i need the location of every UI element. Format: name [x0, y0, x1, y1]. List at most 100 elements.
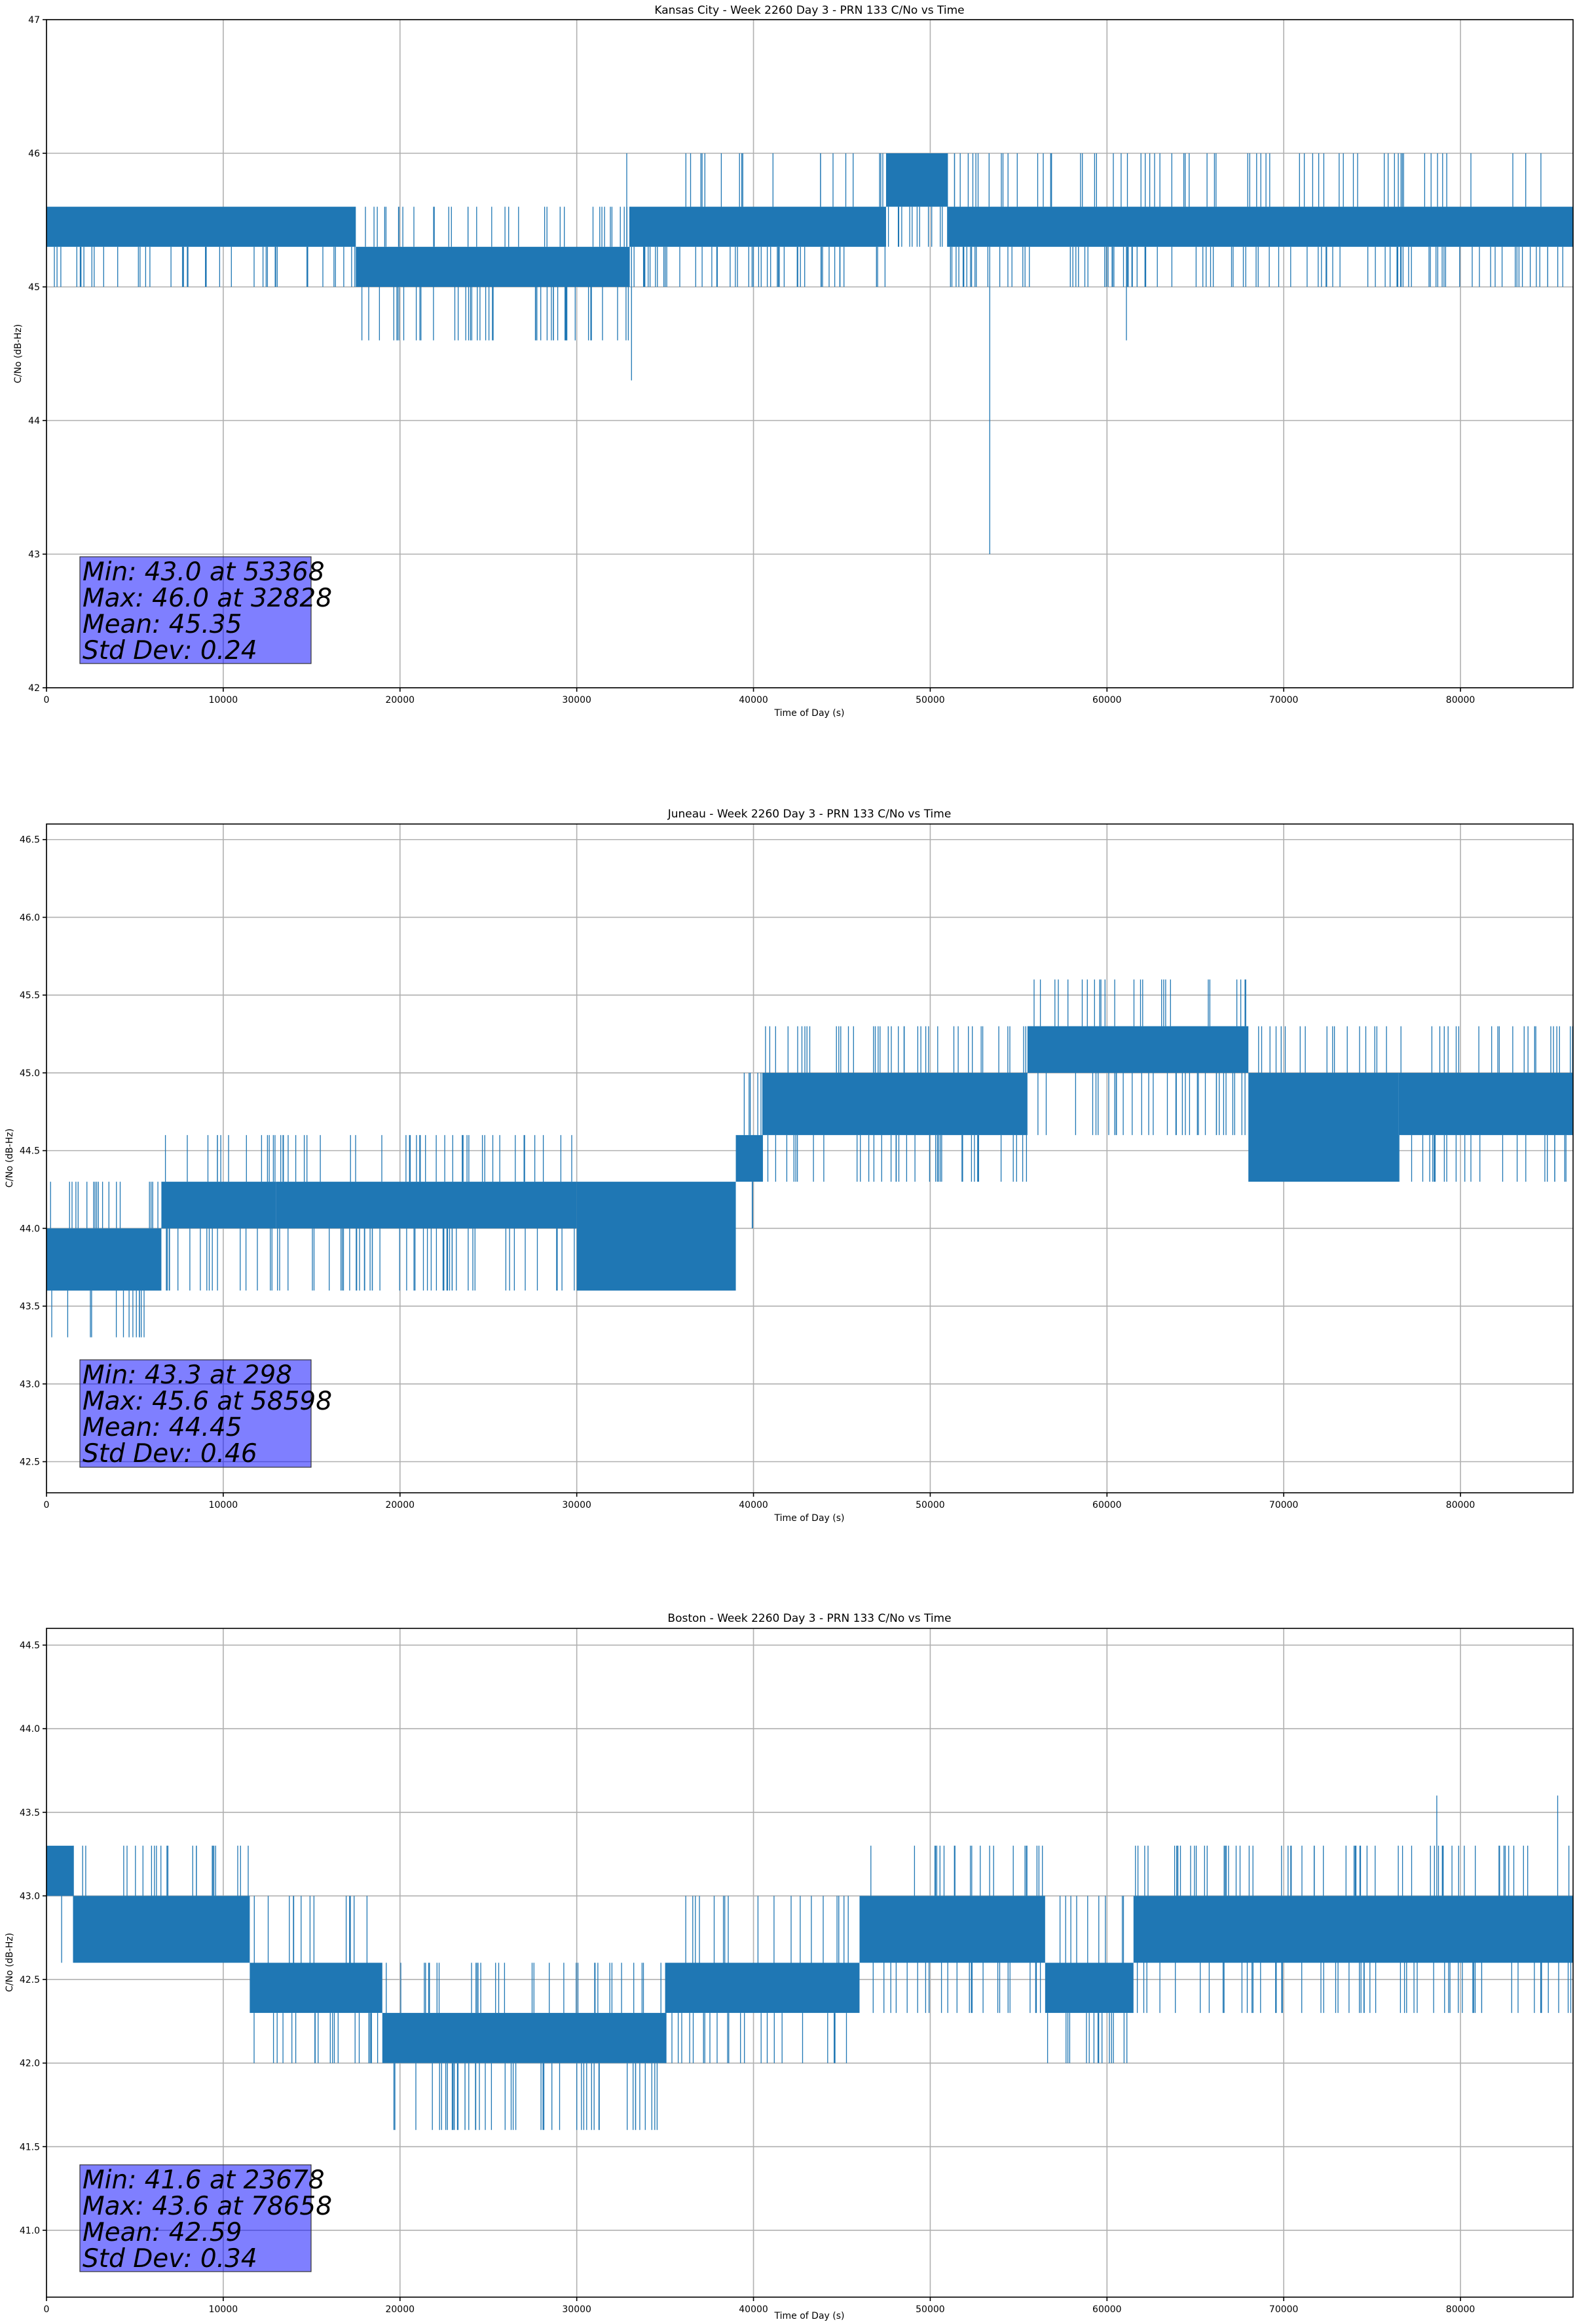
stat-std-dev: Std Dev: 0.34: [83, 2244, 257, 2274]
series-line: [61, 1795, 1572, 2130]
series-band: [46, 1845, 73, 1896]
x-tick-label: 40000: [739, 1500, 768, 1510]
series-band: [1398, 1072, 1573, 1135]
stat-min: Min: 41.6 at 23678: [83, 2165, 325, 2195]
x-tick-label: 30000: [562, 695, 591, 705]
series-line: [54, 153, 1563, 554]
stat-max: Max: 43.6 at 78658: [83, 2192, 332, 2221]
plot-area: [46, 19, 1574, 688]
x-axis-label: Time of Day (s): [774, 708, 845, 719]
series-band: [576, 1182, 736, 1291]
y-tick-label: 43.0: [20, 1379, 40, 1390]
y-tick-label: 45.0: [20, 1068, 40, 1079]
series-band: [250, 1962, 382, 2014]
y-tick-label: 46.0: [20, 912, 40, 923]
y-tick-label: 45: [28, 282, 40, 293]
boston-chart: Boston - Week 2260 Day 3 - PRN 133 C/No …: [5, 1612, 1574, 2321]
x-tick-label: 50000: [916, 695, 945, 705]
chart-title: Boston - Week 2260 Day 3 - PRN 133 C/No …: [667, 1612, 951, 1625]
x-tick-label: 20000: [385, 1500, 415, 1510]
y-tick-label: 42.5: [20, 1457, 40, 1468]
series-band: [356, 246, 630, 287]
x-tick-label: 80000: [1446, 695, 1475, 705]
y-tick-label: 43.0: [20, 1891, 40, 1902]
x-tick-label: 70000: [1269, 1500, 1299, 1510]
y-tick-label: 44.0: [20, 1724, 40, 1734]
x-tick-label: 10000: [209, 695, 238, 705]
series-band: [629, 206, 886, 247]
y-axis: 42 43 44 45 46 47: [28, 15, 46, 694]
chart-title: Kansas City - Week 2260 Day 3 - PRN 133 …: [654, 4, 964, 17]
series-band: [276, 1182, 577, 1229]
stat-max: Max: 45.6 at 58598: [83, 1387, 332, 1416]
plot-area: [46, 1628, 1574, 2298]
stat-min: Min: 43.0 at 53368: [83, 557, 325, 587]
x-axis: 0 10000 20000 30000 40000 50000 60000 70000 8000…: [44, 688, 1475, 705]
kansas-city-chart: Kansas City - Week 2260 Day 3 - PRN 133 …: [13, 4, 1574, 719]
x-tick-label: 60000: [1092, 2304, 1122, 2315]
y-tick-label: 47: [28, 15, 40, 26]
x-tick-label: 0: [44, 2304, 50, 2315]
series-band: [1133, 1896, 1573, 1963]
stat-mean: Mean: 44.45: [83, 1413, 242, 1442]
stat-max: Max: 46.0 at 32828: [83, 584, 332, 613]
stats-box: Min: 43.0 at 53368 Max: 46.0 at 32828 Me…: [79, 556, 332, 665]
x-tick-label: 70000: [1269, 695, 1299, 705]
y-tick-label: 44.0: [20, 1224, 40, 1234]
x-axis: 0 10000 20000 30000 40000 50000 60000 70000 8000…: [44, 2297, 1475, 2315]
x-tick-label: 50000: [916, 1500, 945, 1510]
y-tick-label: 43.5: [20, 1302, 40, 1312]
y-tick-label: 44: [28, 416, 40, 426]
y-tick-label: 41.0: [20, 2226, 40, 2236]
y-tick-label: 43: [28, 550, 40, 560]
x-tick-label: 30000: [562, 2304, 591, 2315]
series-band: [46, 1228, 162, 1291]
stat-std-dev: Std Dev: 0.24: [83, 636, 257, 665]
y-tick-label: 46.5: [20, 835, 40, 846]
series-band: [665, 1962, 860, 2014]
series-band: [948, 206, 1573, 247]
x-axis-label: Time of Day (s): [774, 2311, 845, 2321]
y-axis-label: C/No (dB-Hz): [5, 1933, 15, 1992]
stat-mean: Mean: 45.35: [83, 610, 242, 639]
x-tick-label: 40000: [739, 2304, 768, 2315]
data-series: [46, 979, 1573, 1338]
y-tick-label: 41.5: [20, 2142, 40, 2152]
series-band: [73, 1896, 250, 1963]
y-tick-label: 44.5: [20, 1146, 40, 1157]
series-band: [885, 153, 948, 207]
y-tick-label: 46: [28, 149, 40, 159]
x-tick-label: 50000: [916, 2304, 945, 2315]
stat-min: Min: 43.3 at 298: [83, 1360, 292, 1390]
juneau-chart: Juneau - Week 2260 Day 3 - PRN 133 C/No …: [5, 808, 1574, 1524]
series-band: [1027, 1026, 1249, 1073]
x-tick-label: 0: [44, 1500, 50, 1510]
x-tick-label: 70000: [1269, 2304, 1299, 2315]
x-tick-label: 10000: [209, 1500, 238, 1510]
y-tick-label: 42.0: [20, 2059, 40, 2069]
stats-box-background: [79, 556, 312, 664]
y-axis-label: C/No (dB-Hz): [5, 1129, 15, 1188]
x-tick-label: 40000: [739, 695, 768, 705]
series-band: [735, 1134, 763, 1182]
stat-mean: Mean: 42.59: [83, 2218, 242, 2247]
x-tick-label: 20000: [385, 695, 415, 705]
y-tick-label: 42: [28, 683, 40, 694]
x-tick-label: 0: [44, 695, 50, 705]
series-band: [1248, 1072, 1399, 1182]
y-axis: 41.0 41.5 42.0 42.5 43.0 43.5 44.0 44.5: [20, 1641, 46, 2236]
series-band: [1045, 1962, 1134, 2014]
series-band: [762, 1072, 1028, 1135]
y-axis-label: C/No (dB-Hz): [13, 324, 24, 383]
x-tick-label: 30000: [562, 1500, 591, 1510]
x-tick-label: 60000: [1092, 695, 1122, 705]
x-tick-label: 60000: [1092, 1500, 1122, 1510]
stats-box-background: [79, 1359, 312, 1468]
stats-box: Min: 43.3 at 298 Max: 45.6 at 58598 Mean…: [79, 1359, 332, 1469]
x-tick-label: 20000: [385, 2304, 415, 2315]
stat-std-dev: Std Dev: 0.46: [83, 1439, 257, 1469]
y-axis: 42.5 43.0 43.5 44.0 44.5 45.0 45.5 46.0 46.5: [20, 835, 46, 1468]
x-tick-label: 10000: [209, 2304, 238, 2315]
x-tick-label: 80000: [1446, 1500, 1475, 1510]
